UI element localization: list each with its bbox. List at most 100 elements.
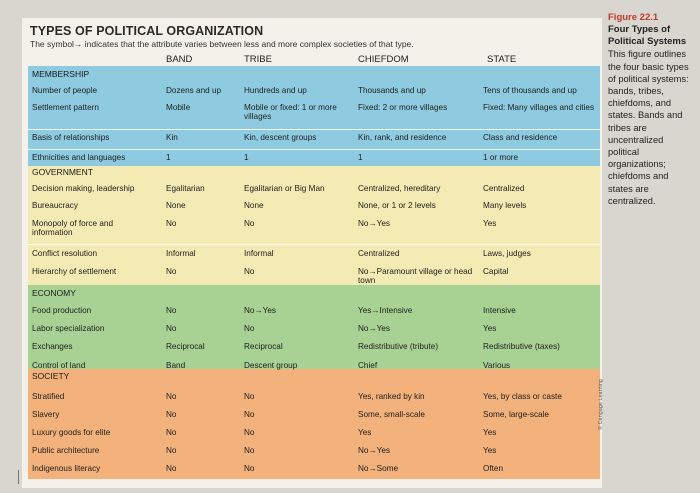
table-cell: Informal (244, 249, 274, 258)
table-cell: Dozens and up (166, 86, 222, 95)
table-cell: No (244, 428, 255, 437)
row-attribute: Hierarchy of settlement (32, 267, 117, 276)
table-cell: Kin, rank, and residence (358, 133, 447, 142)
table-cell: No (166, 392, 177, 401)
table-cell: None (166, 201, 186, 210)
table-cell: No (166, 324, 177, 333)
table-cell: Tens of thousands and up (483, 86, 577, 95)
table-cell: No (166, 428, 177, 437)
table-cell: No→Yes (358, 219, 391, 228)
table-cell: 1 (358, 153, 363, 162)
table-cell: Descent group (244, 361, 298, 370)
table-cell: No (244, 464, 255, 473)
table-cell: No (166, 219, 177, 228)
row-attribute: Luxury goods for elite (32, 428, 111, 437)
column-chiefdom: CHIEFDOM (358, 54, 409, 65)
table-cell: Reciprocal (166, 342, 205, 351)
table-cell: No (244, 219, 255, 228)
table-cell: Chief (358, 361, 378, 370)
table-cell: None, or 1 or 2 levels (358, 201, 436, 210)
table-cell: No (244, 392, 255, 401)
table-cell: Centralized (483, 184, 525, 193)
table-cell: No→Paramount village or head town (358, 267, 473, 285)
table-cell: No (244, 446, 255, 455)
table-cell: Many levels (483, 201, 527, 210)
table-cell: No (166, 464, 177, 473)
table-cell: Egalitarian (166, 184, 205, 193)
table-cell: Kin (166, 133, 178, 142)
row-attribute: Settlement pattern (32, 103, 99, 112)
table-cell: Mobile (166, 103, 191, 112)
table-cell: 1 or more (483, 153, 519, 162)
table-cell: Class and residence (483, 133, 558, 142)
table-cell: Often (483, 464, 504, 473)
table-cell: Laws, judges (483, 249, 531, 258)
table-cell: Band (166, 361, 186, 370)
column-state: STATE (487, 54, 517, 65)
row-attribute: Slavery (32, 410, 60, 419)
table-cell: 1 (244, 153, 249, 162)
row-attribute: Stratified (32, 392, 65, 401)
table-cell: Fixed: Many villages and cities (483, 103, 595, 112)
table-cell: Capital (483, 267, 509, 276)
table-cell: Yes→Intensive (358, 306, 413, 315)
table-cell: No (244, 410, 255, 419)
row-attribute: Exchanges (32, 342, 73, 351)
image-credit: © Cengage Learning (598, 379, 604, 430)
table-cell: Reciprocal (244, 342, 283, 351)
table-cell: Yes (483, 446, 497, 455)
row-attribute: Food production (32, 306, 92, 315)
table-cell: Kin, descent groups (244, 133, 317, 142)
table-cell: No (244, 324, 255, 333)
table-cell: No→Yes (244, 306, 277, 315)
table-cell: Thousands and up (358, 86, 426, 95)
row-attribute: Conflict resolution (32, 249, 98, 258)
table-cell: No (166, 446, 177, 455)
figure-label: Figure 22.1 (608, 12, 659, 23)
row-divider (28, 129, 600, 130)
table-cell: No→Yes (358, 446, 391, 455)
table-title: TYPES OF POLITICAL ORGANIZATION (30, 24, 264, 38)
row-attribute: Public architecture (32, 446, 100, 455)
table-cell: Mobile or fixed: 1 or more villages (244, 103, 337, 121)
table-header: TYPES OF POLITICAL ORGANIZATION The symb… (30, 24, 600, 49)
table-cell: Hundreds and up (244, 86, 307, 95)
section-heading: MEMBERSHIP (32, 69, 90, 79)
figure-title: Four Types of Political Systems (608, 24, 687, 48)
table-cell: No (166, 267, 177, 276)
column-tribe: TRIBE (244, 54, 272, 65)
figure-caption: Figure 22.1 Four Types of Political Syst… (608, 12, 690, 207)
row-attribute: Labor specialization (32, 324, 105, 333)
table-cell: 1 (166, 153, 171, 162)
figure-caption-text: This figure outlines the four basic type… (608, 49, 689, 206)
table-cell: Fixed: 2 or more villages (358, 103, 448, 112)
table-cell: Centralized, hereditary (358, 184, 441, 193)
row-attribute: Decision making, leadership (32, 184, 135, 193)
table-cell: Yes (358, 428, 372, 437)
table-cell: No (244, 267, 255, 276)
section-heading: SOCIETY (32, 371, 70, 381)
table-cell: No (166, 306, 177, 315)
row-attribute: Monopoly of force and information (32, 219, 114, 237)
row-attribute: Ethnicities and languages (32, 153, 126, 162)
table-cell: Yes (483, 219, 497, 228)
table-cell: Redistributive (tribute) (358, 342, 439, 351)
table-cell: Intensive (483, 306, 516, 315)
table-cell: Egalitarian or Big Man (244, 184, 325, 193)
table-cell: Yes (483, 428, 497, 437)
table-cell: Centralized (358, 249, 400, 258)
table-cell: No (166, 410, 177, 419)
row-divider (28, 244, 600, 245)
row-attribute: Control of land (32, 361, 86, 370)
table-cell: Some, small-scale (358, 410, 425, 419)
table-cell: Yes, ranked by kin (358, 392, 425, 401)
society-band (28, 369, 600, 479)
row-divider (28, 149, 600, 150)
table-cell: None (244, 201, 264, 210)
table-cell: No→Yes (358, 324, 391, 333)
row-attribute: Bureaucracy (32, 201, 78, 210)
section-heading: GOVERNMENT (32, 167, 93, 177)
economy-band (28, 285, 600, 369)
table-subtitle: The symbol→ indicates that the attribute… (30, 39, 414, 49)
column-band: BAND (166, 54, 193, 65)
